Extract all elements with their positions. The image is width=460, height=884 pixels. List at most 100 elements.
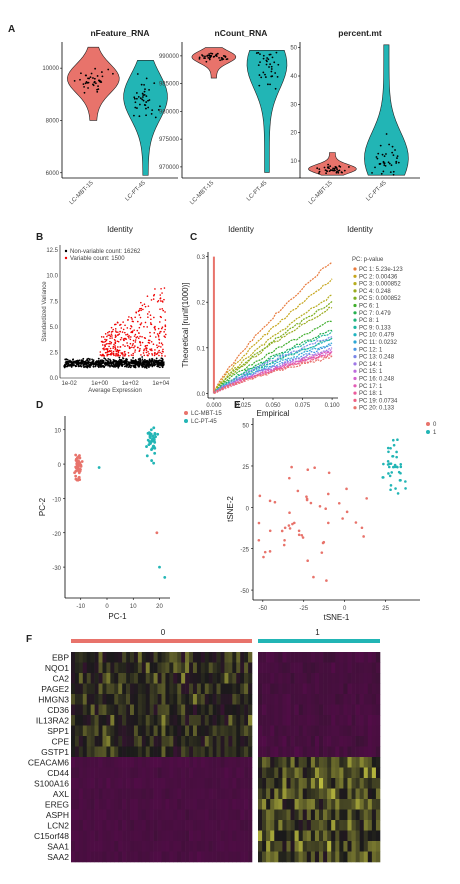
heat-cell [298, 778, 304, 789]
point-cluster-1 [404, 487, 407, 490]
data-point [143, 83, 145, 86]
point-variable [105, 343, 108, 345]
point-variable [101, 341, 104, 343]
heat-cell [331, 694, 336, 705]
heat-cell [86, 820, 91, 831]
heat-cell [367, 809, 373, 821]
heat-cell [157, 778, 162, 789]
point-variable [133, 329, 135, 331]
heat-cell [141, 830, 147, 842]
heat-cell [212, 736, 217, 747]
point-nonvariable [158, 366, 161, 369]
heat-cell [294, 757, 299, 768]
point-variable [147, 350, 149, 353]
heat-cell [220, 652, 225, 663]
x-tick-label: 0 [343, 606, 347, 612]
heat-cell [258, 799, 263, 810]
heat-cell [306, 673, 312, 684]
heat-cell [371, 694, 377, 705]
heat-cell [173, 746, 178, 758]
heat-cell [339, 820, 344, 831]
heat-cell [196, 673, 202, 684]
data-point [143, 94, 146, 96]
data-point [396, 157, 398, 159]
heat-cell [274, 851, 279, 863]
heat-cell [262, 830, 267, 842]
heat-cell [94, 715, 99, 726]
heat-cell [323, 767, 328, 779]
point-variable [154, 325, 156, 328]
heat-cell [94, 809, 99, 821]
heat-cell [145, 778, 150, 789]
heat-cell [212, 767, 217, 779]
heat-cell [282, 704, 287, 716]
heat-cell [294, 851, 299, 863]
data-point [148, 88, 150, 91]
heat-cell [122, 715, 127, 726]
heat-cell [74, 715, 80, 726]
heat-cell [208, 851, 213, 863]
point-cluster-0 [297, 533, 301, 537]
heat-cell [165, 767, 170, 779]
heat-cell [102, 757, 107, 768]
heat-cell [310, 799, 316, 810]
data-point [96, 75, 99, 77]
heat-cell [74, 767, 80, 779]
group-bar-1 [258, 639, 380, 643]
point-variable [150, 318, 152, 321]
heat-cell [266, 725, 271, 737]
heat-cell [78, 778, 84, 789]
heat-cell [133, 809, 139, 821]
point-variable [122, 355, 124, 357]
point-variable [138, 332, 140, 334]
heat-cell [367, 830, 373, 842]
legend-entry: PC 15: 1 [359, 369, 383, 375]
heat-cell [82, 673, 88, 684]
point-variable [116, 348, 119, 351]
heat-cell [90, 673, 95, 684]
point-variable [112, 328, 115, 331]
heat-cell [212, 715, 217, 726]
heat-cell [232, 746, 237, 758]
point-nonvariable [92, 365, 95, 367]
heat-cell [375, 662, 381, 674]
point-variable [150, 348, 153, 350]
heat-cell [200, 725, 206, 737]
heat-cell [177, 652, 182, 663]
data-point [387, 161, 390, 164]
heat-cell [274, 673, 279, 684]
point-variable [122, 321, 124, 323]
data-point [274, 72, 277, 74]
point-nonvariable [139, 358, 142, 361]
heat-cell [339, 652, 344, 663]
heat-cell [181, 694, 186, 705]
heat-cell [314, 694, 320, 705]
legend-marker [353, 267, 357, 271]
heat-cell [114, 778, 119, 789]
heat-cell [327, 746, 332, 758]
point-nonvariable [160, 365, 163, 367]
heat-cell [236, 736, 241, 747]
heat-cell [118, 715, 123, 726]
heat-cell [258, 715, 263, 726]
heat-cell [102, 851, 107, 863]
heat-cell [149, 652, 154, 663]
heat-cell [319, 683, 324, 695]
heat-cell [216, 746, 221, 758]
heat-cell [240, 715, 245, 726]
data-point [79, 78, 81, 81]
heat-cell [90, 767, 95, 779]
heat-cell [228, 851, 233, 863]
data-point [396, 155, 399, 158]
heat-cell [86, 757, 91, 768]
heat-cell [232, 757, 237, 768]
point-variable [131, 344, 134, 346]
point-variable [164, 325, 167, 328]
heat-cell [130, 767, 135, 779]
heat-cell [86, 652, 91, 663]
heat-cell [343, 799, 348, 810]
data-point [147, 99, 149, 102]
point-variable [137, 337, 140, 339]
heat-cell [94, 652, 99, 663]
heat-cell [375, 715, 381, 726]
